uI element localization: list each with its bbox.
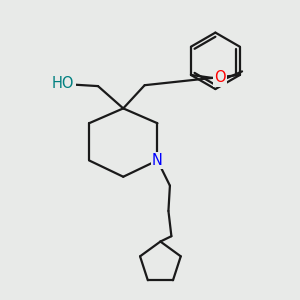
Text: O: O: [214, 70, 226, 86]
Text: HO: HO: [52, 76, 74, 91]
Text: N: N: [152, 153, 163, 168]
